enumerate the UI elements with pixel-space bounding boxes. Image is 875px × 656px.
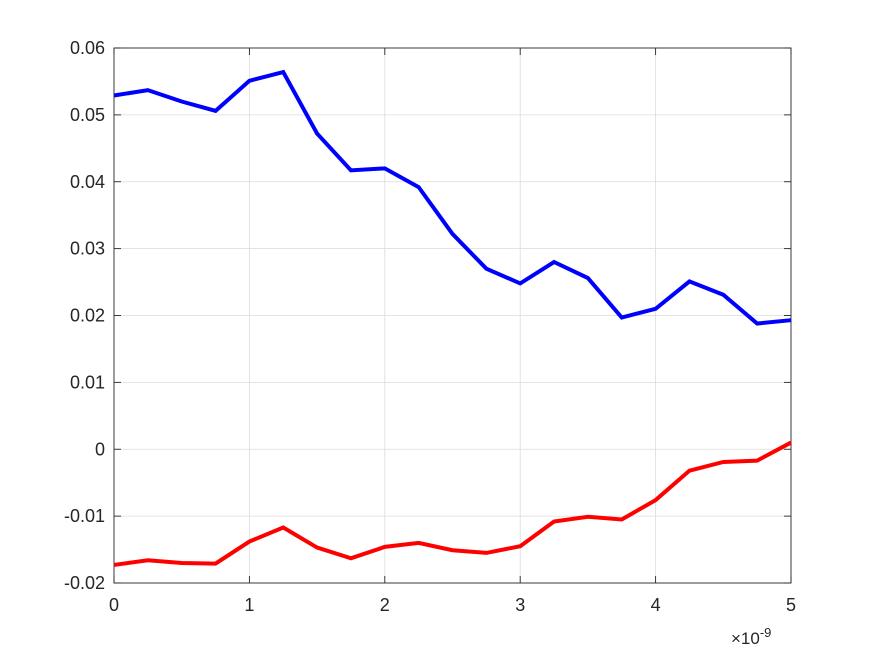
grid [113, 47, 792, 584]
x-tick-label: 1 [244, 595, 254, 615]
y-tick-label: 0.04 [70, 172, 105, 192]
y-tick-label: 0.06 [70, 38, 105, 58]
x-exponent-label: ×10-9 [731, 625, 771, 648]
x-tick-label: 4 [651, 595, 661, 615]
x-tick-label: 0 [109, 595, 119, 615]
series-line-2 [113, 440, 792, 567]
x-tick-label: 5 [786, 595, 796, 615]
x-tick-label: 3 [515, 595, 525, 615]
y-tick-label: 0 [95, 439, 105, 459]
y-tick-label: 0.03 [70, 239, 105, 259]
series-lines [113, 69, 792, 567]
y-tick-label: -0.02 [64, 573, 105, 593]
tick-labels: 0 1 2 3 4 5 -0.02 -0.01 0 0.01 0.02 0.03 0.04 0.05 0.0… [64, 38, 796, 615]
y-tick-label: 0.05 [70, 105, 105, 125]
y-tick-label: -0.01 [64, 506, 105, 526]
axis-ticks [113, 47, 792, 584]
series-line-1 [113, 69, 792, 326]
x-tick-label: 2 [380, 595, 390, 615]
y-tick-label: 0.01 [70, 372, 105, 392]
y-tick-label: 0.02 [70, 306, 105, 326]
